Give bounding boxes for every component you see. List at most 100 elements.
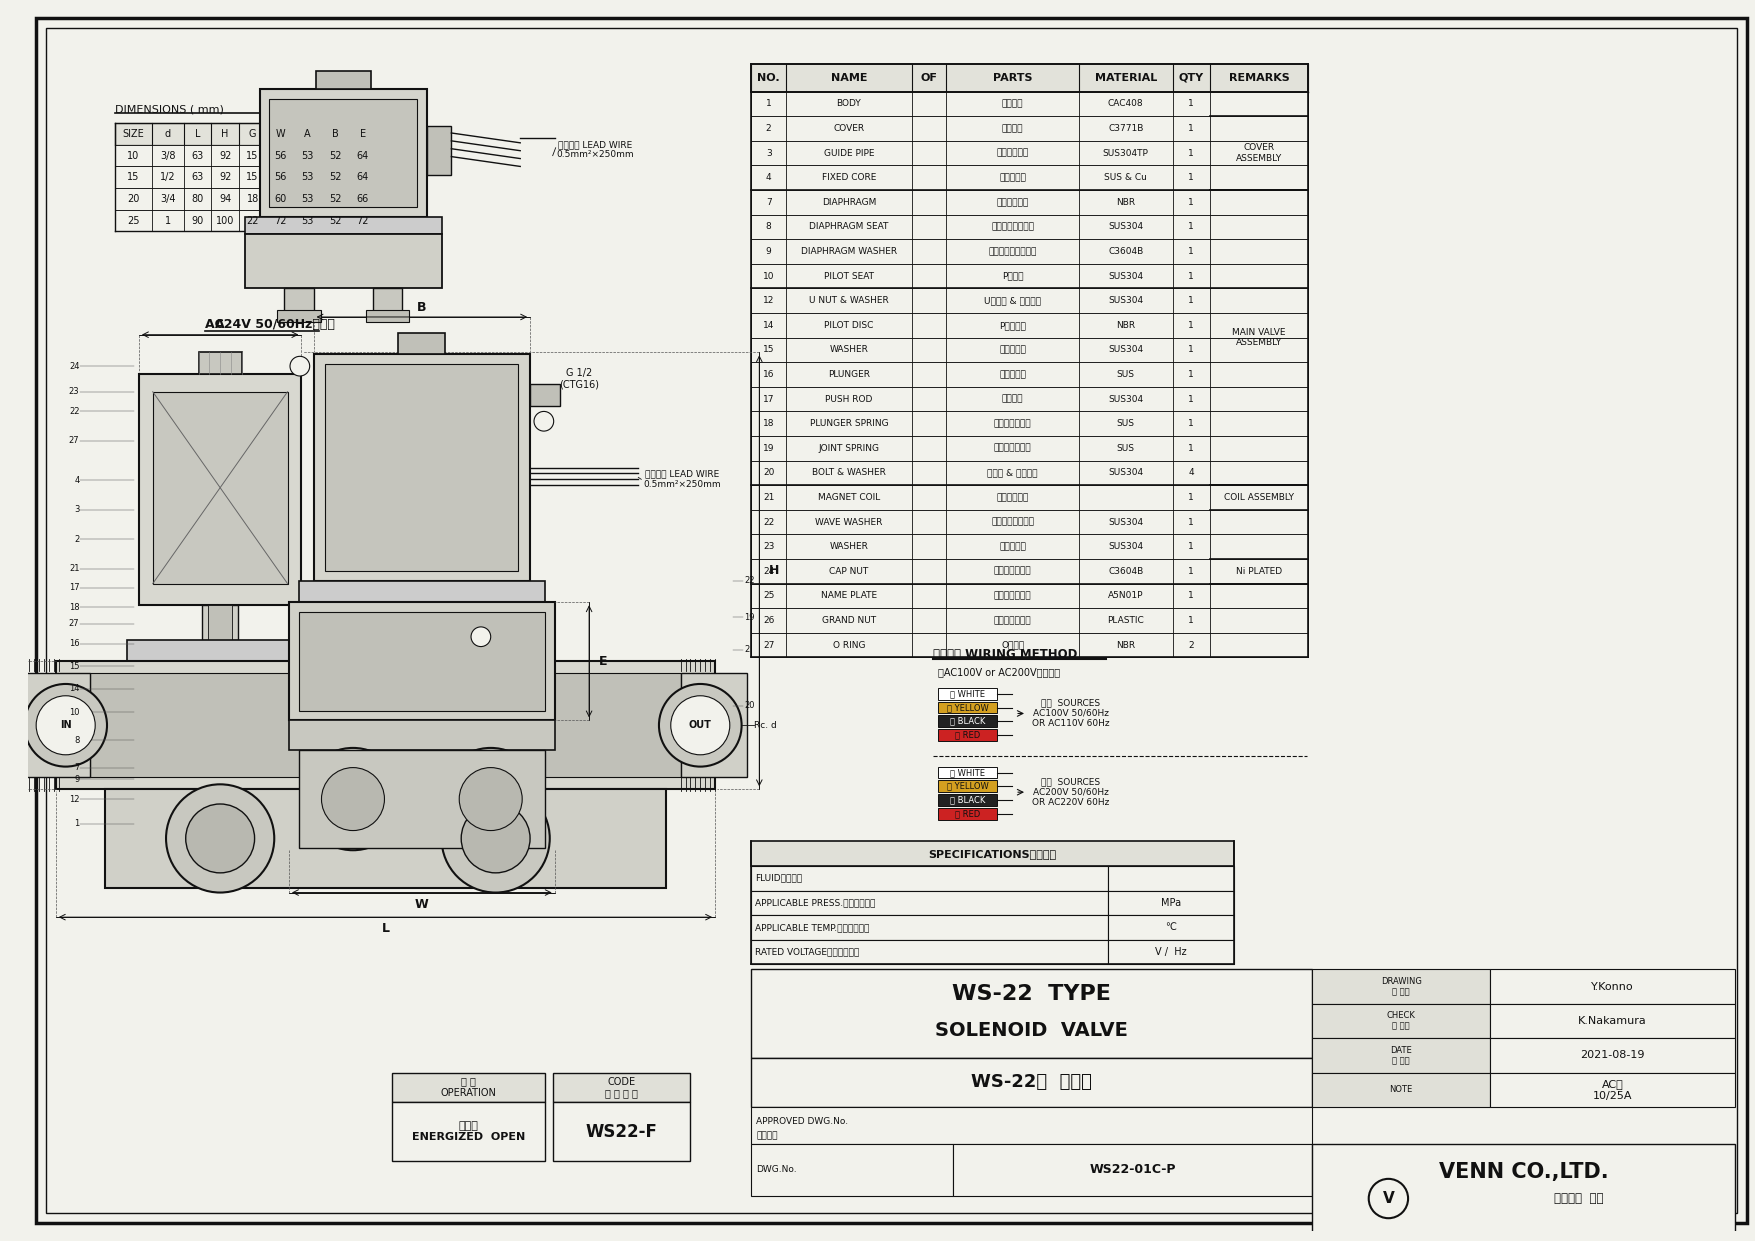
Bar [372,288,402,313]
Text: 52: 52 [328,216,342,226]
Bar [126,639,312,661]
Text: アンナイカン: アンナイカン [997,149,1028,158]
Text: H: H [769,565,779,577]
Text: 10: 10 [128,150,140,160]
Text: 15: 15 [763,345,774,355]
Text: SUS: SUS [1116,370,1135,379]
Text: Ni PLATED: Ni PLATED [1236,567,1283,576]
Text: SPECIFICATIONS（仕様）: SPECIFICATIONS（仕様） [928,849,1057,859]
Text: SUS304: SUS304 [1107,395,1143,403]
Text: Oリング: Oリング [1000,640,1025,649]
Text: 17: 17 [763,395,774,403]
Bar [751,633,1307,658]
Bar [751,1107,1313,1144]
Text: 1: 1 [1188,493,1193,503]
Text: 20: 20 [744,701,755,710]
Circle shape [670,696,730,755]
Text: SUS304TP: SUS304TP [1102,149,1150,158]
Text: プランジャ: プランジャ [999,370,1027,379]
Text: 電源  SOURCES
AC100V 50/60Hz
OR AC110V 60Hz: 電源 SOURCES AC100V 50/60Hz OR AC110V 60Hz [1032,699,1109,728]
Text: 12: 12 [763,297,774,305]
Text: ネームプレート: ネームプレート [993,592,1032,601]
Text: 1: 1 [1188,567,1193,576]
Text: 4: 4 [74,475,79,485]
Bar [751,841,1234,866]
Text: 80: 80 [191,194,204,204]
Bar [751,141,1307,165]
Text: 1/2: 1/2 [160,172,176,182]
Text: 22: 22 [246,216,260,226]
Bar [939,730,997,741]
Text: 1: 1 [1188,517,1193,526]
Circle shape [462,804,530,872]
Text: Pディスク: Pディスク [999,321,1027,330]
Text: 9: 9 [765,247,772,256]
Bar [1107,939,1234,964]
Bar [751,215,1307,240]
Text: 26: 26 [539,417,549,426]
Bar [1313,969,1490,1004]
Text: 1: 1 [1188,345,1193,355]
Bar [939,808,997,820]
Text: C3604B: C3604B [1107,567,1144,576]
Text: 15: 15 [128,172,140,182]
Text: DIAPHRAGM WASHER: DIAPHRAGM WASHER [800,247,897,256]
Text: 1: 1 [1188,321,1193,330]
Text: 8: 8 [74,736,79,745]
Text: AC24V 50/60Hzの場合: AC24V 50/60Hzの場合 [205,319,335,331]
Text: 52: 52 [328,194,342,204]
Bar [553,1102,690,1162]
Text: 18: 18 [68,603,79,612]
Text: NAME PLATE: NAME PLATE [821,592,878,601]
Bar [751,535,1307,558]
Text: 1: 1 [1188,124,1193,133]
Text: 7: 7 [765,197,772,207]
Bar [1107,915,1234,939]
Text: SUS304: SUS304 [1107,517,1143,526]
Text: Y.Konno: Y.Konno [1592,982,1634,992]
Bar [1313,1072,1490,1107]
Text: PLUNGER SPRING: PLUNGER SPRING [809,419,888,428]
Text: CAC408: CAC408 [1107,99,1144,108]
Text: C3771B: C3771B [1107,124,1144,133]
Text: B: B [332,129,339,139]
Text: ダイヤフラム: ダイヤフラム [997,197,1028,207]
Bar [751,165,1307,190]
Text: SUS: SUS [1116,419,1135,428]
Bar [751,583,1307,608]
Text: DIMENSIONS ( mm): DIMENSIONS ( mm) [114,104,223,114]
Text: APPLICABLE TEMP.（流体温度）: APPLICABLE TEMP.（流体温度） [755,923,870,932]
Bar [751,92,1307,117]
Text: 72: 72 [274,216,286,226]
Text: 8: 8 [765,222,772,232]
Text: 1: 1 [1188,197,1193,207]
Text: FIXED CORE: FIXED CORE [821,174,876,182]
Bar [751,65,1307,92]
Text: APPROVED DWG.No.: APPROVED DWG.No. [756,1117,848,1126]
Text: L: L [381,922,390,936]
Text: 21: 21 [68,565,79,573]
Text: SUS304: SUS304 [1107,542,1143,551]
Bar [751,436,1307,460]
Bar [365,310,409,321]
Text: WASHER: WASHER [830,345,869,355]
Text: OUT: OUT [690,720,713,730]
Text: 作 動
OPERATION: 作 動 OPERATION [441,1076,497,1098]
Text: 10: 10 [68,709,79,717]
Bar [751,460,1307,485]
Bar [25,673,90,777]
Text: 7: 7 [74,763,79,772]
Bar [244,235,442,288]
Bar [751,338,1307,362]
Bar [751,1057,1313,1107]
Bar [751,969,1313,1057]
Text: 1: 1 [1188,297,1193,305]
Bar [114,189,377,210]
Text: 25: 25 [295,361,305,371]
Bar [751,264,1307,288]
Text: G: G [249,129,256,139]
Text: CODE
製 品 記 号: CODE 製 品 記 号 [605,1076,639,1098]
Text: 19: 19 [763,444,774,453]
Text: SUS304: SUS304 [1107,297,1143,305]
Text: 25: 25 [763,592,774,601]
